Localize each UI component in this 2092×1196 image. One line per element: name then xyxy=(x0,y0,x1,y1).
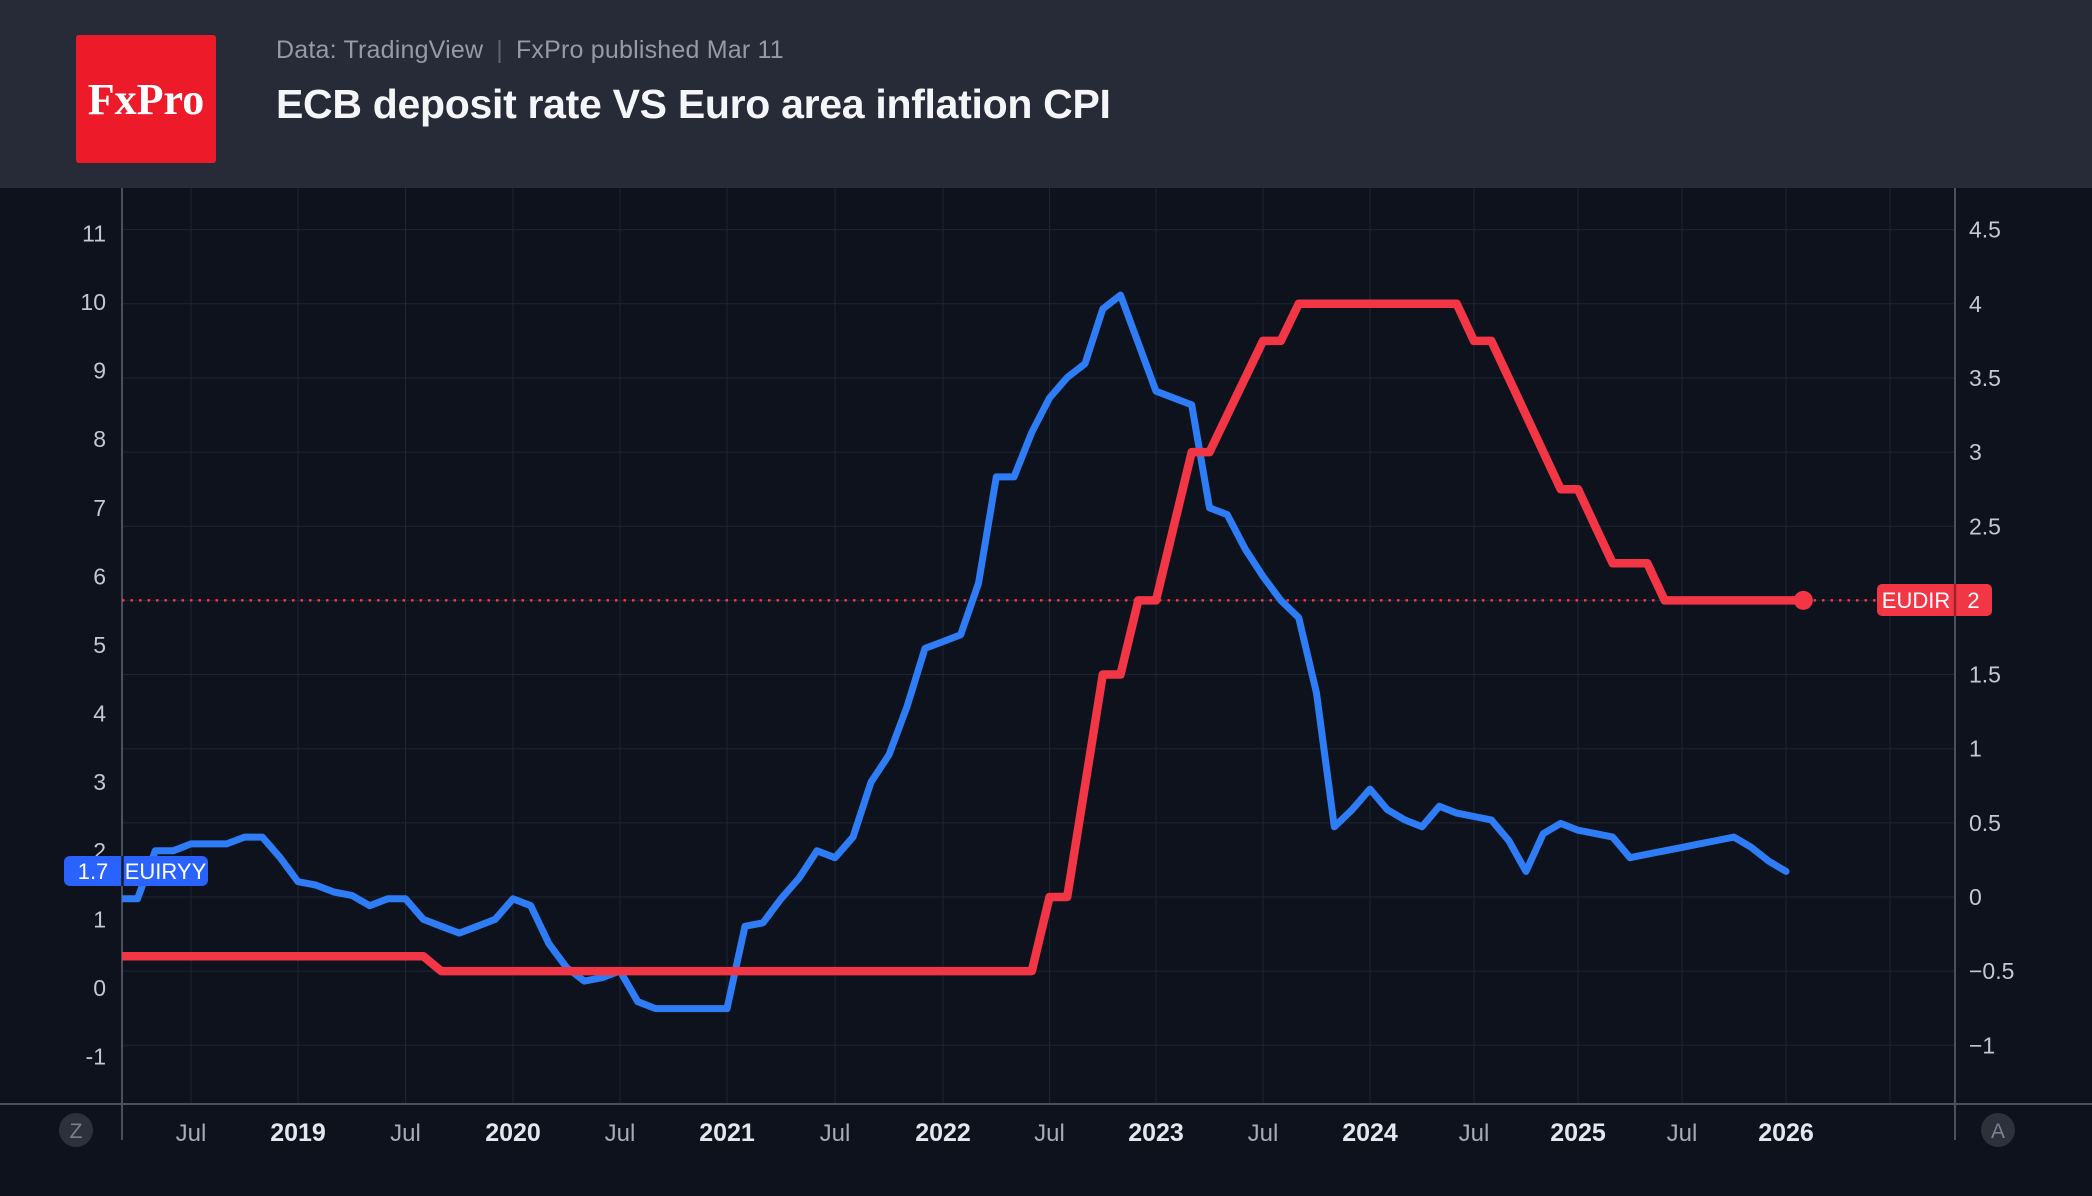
euiryy-series-name: EUIRYY xyxy=(125,859,207,884)
jul-tick-label: Jul xyxy=(1034,1120,1065,1147)
right-axis-tick-label: 3.5 xyxy=(1969,365,2001,391)
chart-header: FxPro Data: TradingView | FxPro published … xyxy=(0,0,2092,188)
published-date-label: FxPro published Mar 11 xyxy=(515,36,784,64)
right-axis-tick-label: 1.5 xyxy=(1969,662,2001,688)
eudir-price-badge: EUDIR 2 xyxy=(1877,584,1992,616)
fxpro-logo: FxPro xyxy=(76,35,216,163)
eudir-series-name: EUDIR xyxy=(1882,588,1950,613)
left-axis-tick-label: -1 xyxy=(86,1044,106,1070)
fxpro-logo-text: FxPro xyxy=(87,74,205,124)
left-axis-tick-label: 1 xyxy=(93,906,106,932)
left-axis-tick-label: 10 xyxy=(80,289,106,315)
eudir-current-value: 2 xyxy=(1967,588,1979,613)
jul-tick-label: Jul xyxy=(176,1120,207,1147)
timezone-button-label: Z xyxy=(70,1120,83,1143)
year-tick-label: 2022 xyxy=(915,1119,971,1147)
autoscale-button-label: A xyxy=(1991,1120,2005,1143)
time-scale[interactable]: Jul 2019 Jul 2020 Jul 2021 Jul 2022 Jul 2023 Jul 20… xyxy=(176,1119,1814,1147)
axis-lines xyxy=(0,188,2092,1140)
autoscale-button[interactable]: A xyxy=(1981,1113,2015,1147)
left-axis-tick-label: 6 xyxy=(93,563,106,589)
right-axis-tick-label: 0.5 xyxy=(1969,810,2001,836)
year-tick-label: 2025 xyxy=(1550,1119,1606,1147)
left-axis-tick-label: 4 xyxy=(93,701,106,727)
year-tick-label: 2019 xyxy=(270,1119,326,1147)
right-axis-tick-label: 1 xyxy=(1969,736,1982,762)
euiryy-price-badge: 1.7 EUIRYY xyxy=(64,856,208,886)
jul-tick-label: Jul xyxy=(1459,1120,1490,1147)
jul-tick-label: Jul xyxy=(1667,1120,1698,1147)
data-source-label: Data: TradingView xyxy=(276,36,484,64)
jul-tick-label: Jul xyxy=(1248,1120,1279,1147)
gridlines xyxy=(122,188,1955,1104)
left-axis-tick-label: 0 xyxy=(93,975,106,1001)
left-axis-tick-label: 3 xyxy=(93,769,106,795)
year-tick-label: 2026 xyxy=(1758,1119,1814,1147)
left-axis-tick-label: 5 xyxy=(93,632,106,658)
chart-subtitle: Data: TradingView | FxPro published Mar 11 xyxy=(276,36,1111,65)
chart-title: ECB deposit rate VS Euro area inflation … xyxy=(276,81,1111,127)
jul-tick-label: Jul xyxy=(605,1120,636,1147)
left-axis-tick-label: 11 xyxy=(82,220,106,246)
right-axis-tick-label: 2.5 xyxy=(1969,513,2001,539)
header-text-block: Data: TradingView | FxPro published Mar 11… xyxy=(276,36,1111,128)
right-axis-tick-label: 3 xyxy=(1969,439,1982,465)
left-axis-tick-label: 8 xyxy=(93,426,106,452)
year-tick-label: 2021 xyxy=(699,1119,755,1147)
eudir-line xyxy=(122,299,1808,976)
left-axis-tick-label: 9 xyxy=(93,358,106,384)
right-price-scale[interactable]: 4.5 4 3.5 3 2.5 2 1.5 1 0.5 0 −0.5 −1 xyxy=(1969,217,2014,1059)
eudir-last-point-dot xyxy=(1793,590,1813,610)
year-tick-label: 2020 xyxy=(485,1119,541,1147)
right-axis-tick-label: −1 xyxy=(1969,1032,1995,1058)
timezone-button[interactable]: Z xyxy=(59,1113,93,1147)
year-tick-label: 2024 xyxy=(1342,1119,1398,1147)
jul-tick-label: Jul xyxy=(390,1120,421,1147)
euiryy-line xyxy=(122,291,1790,1013)
year-tick-label: 2023 xyxy=(1128,1119,1184,1147)
left-axis-tick-label: 7 xyxy=(93,495,106,521)
right-axis-tick-label: −0.5 xyxy=(1969,958,2014,984)
jul-tick-label: Jul xyxy=(820,1120,851,1147)
right-axis-tick-label: 4.5 xyxy=(1969,217,2001,243)
euiryy-current-value: 1.7 xyxy=(78,859,109,884)
right-axis-tick-label: 0 xyxy=(1969,884,1982,910)
subtitle-separator: | xyxy=(496,36,503,64)
right-axis-tick-label: 4 xyxy=(1969,291,1982,317)
